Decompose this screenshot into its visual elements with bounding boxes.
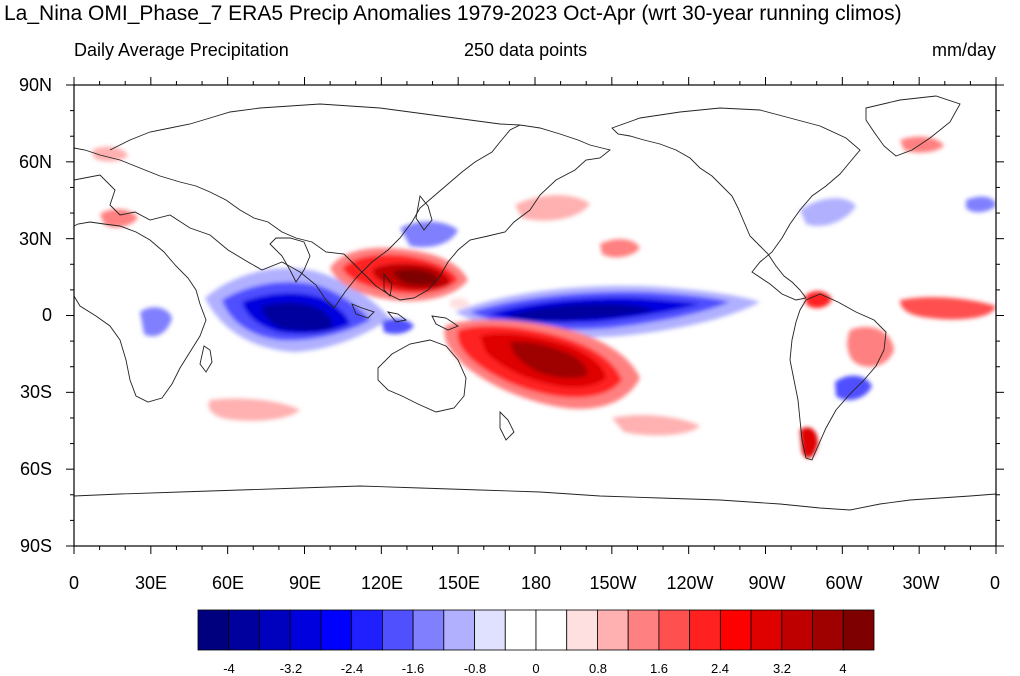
colorbar-label-1-6: 1.6 <box>649 661 669 676</box>
subtitle-variable: Daily Average Precipitation <box>74 40 289 60</box>
colorbar-swatch <box>627 609 660 651</box>
colorbar-swatch <box>197 609 230 651</box>
colorbar-swatch <box>351 609 383 651</box>
colorbar-swatch <box>566 609 598 651</box>
colorbar <box>197 609 875 651</box>
lon-label-60e: 60E <box>211 573 245 593</box>
subtitle-count: 250 data points <box>464 40 588 60</box>
colorbar-label-neg4: -4 <box>223 661 235 676</box>
colorbar-swatch <box>689 609 721 651</box>
lon-label-120e: 120E <box>360 573 404 593</box>
colorbar-swatch <box>504 609 537 651</box>
lat-label-30s: 30S <box>19 382 52 402</box>
colorbar-swatch <box>812 609 844 651</box>
lon-label-30e: 30E <box>134 573 168 593</box>
axis-ticks <box>66 77 1004 554</box>
lat-label-30n: 30N <box>18 229 52 249</box>
lon-label-120w: 120W <box>666 573 714 593</box>
lon-label-0: 0 <box>68 573 80 593</box>
colorbar-swatch <box>443 609 475 651</box>
lon-label-60w: 60W <box>825 573 863 593</box>
lon-label-180: 180 <box>520 573 552 593</box>
subtitle-units: mm/day <box>931 40 996 60</box>
map-title: La_Nina OMI_Phase_7 ERA5 Precip Anomalie… <box>4 2 902 25</box>
lon-label-150w: 150W <box>589 573 637 593</box>
colorbar-swatch <box>289 609 322 651</box>
colorbar-label-2-4: 2.4 <box>710 661 730 676</box>
colorbar-swatch <box>320 609 353 651</box>
colorbar-swatch <box>781 609 813 651</box>
colorbar-swatch <box>719 609 752 651</box>
lon-label-90e: 90E <box>288 573 322 593</box>
lon-label-30w: 30W <box>902 573 940 593</box>
colorbar-label-0: 0 <box>532 661 540 676</box>
colorbar-label-0-8: 0.8 <box>588 661 608 676</box>
colorbar-label-4: 4 <box>839 661 847 676</box>
colorbar-swatch <box>412 609 445 651</box>
colorbar-swatch <box>658 609 691 651</box>
colorbar-swatch <box>597 609 629 651</box>
colorbar-label-neg3-2: -3.2 <box>279 661 303 676</box>
lon-label-150e: 150E <box>437 573 481 593</box>
colorbar-swatch <box>750 609 783 651</box>
colorbar-swatch <box>474 609 506 651</box>
lon-label-90w: 90W <box>748 573 786 593</box>
colorbar-swatch <box>842 609 875 651</box>
colorbar-swatch <box>535 609 568 651</box>
anomaly-field <box>92 136 996 459</box>
lat-label-60n: 60N <box>18 152 52 172</box>
colorbar-label-neg1-6: -1.6 <box>401 661 425 676</box>
lon-label-0-east: 0 <box>989 573 1001 593</box>
colorbar-swatch <box>228 609 260 651</box>
colorbar-label-neg0-8: -0.8 <box>463 661 487 676</box>
colorbar-swatch <box>259 609 291 651</box>
colorbar-swatch <box>381 609 414 651</box>
lat-label-0: 0 <box>41 305 52 325</box>
lat-label-60s: 60S <box>19 459 52 479</box>
colorbar-label-3-2: 3.2 <box>772 661 792 676</box>
coastlines <box>74 95 996 511</box>
lat-label-90s: 90S <box>19 536 52 556</box>
colorbar-label-neg2-4: -2.4 <box>340 661 364 676</box>
lat-label-90n: 90N <box>18 75 52 95</box>
